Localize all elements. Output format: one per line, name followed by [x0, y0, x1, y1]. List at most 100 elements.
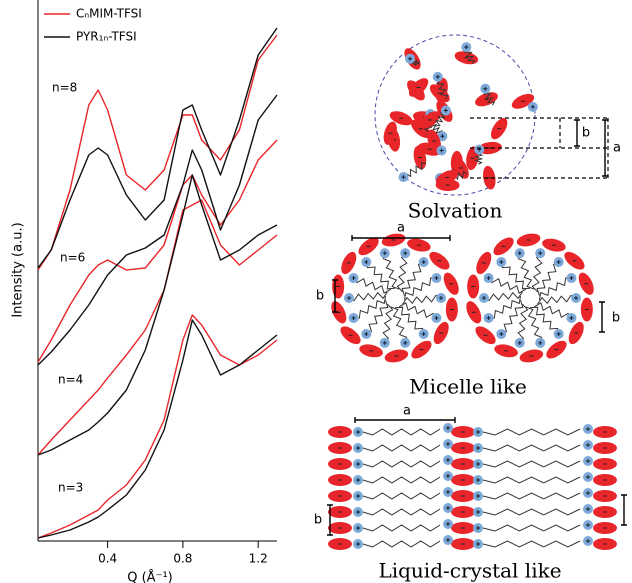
plus [569, 276, 574, 281]
plus [476, 526, 480, 530]
plus [440, 134, 445, 139]
chain [353, 277, 392, 294]
chain [362, 524, 441, 532]
plus [476, 542, 480, 546]
chain [402, 294, 442, 305]
chain [533, 302, 572, 319]
plus [476, 494, 480, 498]
plus [364, 260, 369, 265]
dimension-label: b [582, 126, 590, 141]
plus [482, 296, 486, 300]
chain [501, 299, 524, 335]
plus [499, 260, 504, 265]
x-tick-label: 1.2 [249, 552, 268, 566]
chain [482, 524, 581, 532]
plus [356, 462, 360, 466]
chain [362, 508, 441, 516]
plus [476, 510, 480, 514]
plus [538, 251, 543, 256]
plus [476, 446, 480, 450]
plus [421, 331, 426, 336]
curve [37, 319, 278, 539]
curve [37, 94, 278, 366]
curve [37, 27, 278, 269]
plus [382, 251, 387, 256]
y-axis-label: Intensity (a.u.) [11, 222, 26, 317]
chain [353, 295, 386, 319]
plus [586, 443, 590, 447]
plus [586, 427, 590, 431]
plus [446, 474, 450, 478]
panel-title: Micelle like [409, 375, 527, 399]
plus [356, 510, 360, 514]
panel-title: Solvation [408, 199, 503, 223]
chain [529, 306, 560, 335]
plus [517, 251, 522, 256]
chain [348, 291, 388, 302]
plus [476, 430, 480, 434]
plus [351, 276, 356, 281]
curve-label: n=6 [60, 251, 85, 265]
chain [366, 299, 389, 335]
chain [517, 253, 535, 290]
plus [356, 542, 360, 546]
plus [586, 475, 590, 479]
plus [446, 538, 450, 542]
chain [500, 261, 531, 290]
chain [404, 277, 437, 301]
bracket [327, 504, 333, 536]
plus [586, 491, 590, 495]
plus [446, 442, 450, 446]
dimension-label: b [316, 289, 324, 304]
chain [525, 306, 543, 343]
plus [435, 74, 440, 79]
chain [517, 303, 529, 344]
x-axis-label: Q (Å⁻¹) [127, 570, 172, 583]
chain [539, 277, 572, 301]
solvation-shell [374, 34, 536, 196]
plus [517, 340, 522, 345]
plus [401, 175, 406, 180]
x-tick-label: 0.4 [98, 552, 117, 566]
chain [483, 291, 523, 302]
curve [37, 314, 278, 539]
plus [347, 296, 351, 300]
curve-label: n=4 [58, 373, 83, 387]
chain [382, 303, 394, 344]
chain [396, 252, 408, 293]
chain [398, 302, 437, 319]
plus [382, 340, 387, 345]
chain [482, 492, 581, 500]
curve-label: n=3 [58, 481, 83, 495]
plus [403, 251, 408, 256]
chain [482, 444, 581, 452]
plus [530, 104, 535, 109]
plus [446, 458, 450, 462]
bracket [599, 301, 605, 333]
plus [476, 478, 480, 482]
bracket [602, 119, 608, 177]
curve [37, 34, 278, 271]
plus [499, 331, 504, 336]
chain [394, 306, 425, 335]
chain [488, 295, 521, 319]
plus [586, 507, 590, 511]
plus [421, 260, 426, 265]
chain [401, 261, 424, 297]
plus [351, 315, 356, 320]
plus [439, 296, 443, 300]
chain [382, 253, 400, 290]
plus [574, 296, 578, 300]
plus [586, 523, 590, 527]
plus [439, 148, 444, 153]
plus [356, 526, 360, 530]
chain [365, 261, 396, 290]
chain [482, 460, 581, 468]
legend-label: CₙMIM-TFSI [76, 7, 142, 21]
chain [531, 252, 543, 293]
plus [586, 459, 590, 463]
x-tick-label: 0.8 [173, 552, 192, 566]
plus [446, 522, 450, 526]
plus [464, 45, 469, 50]
